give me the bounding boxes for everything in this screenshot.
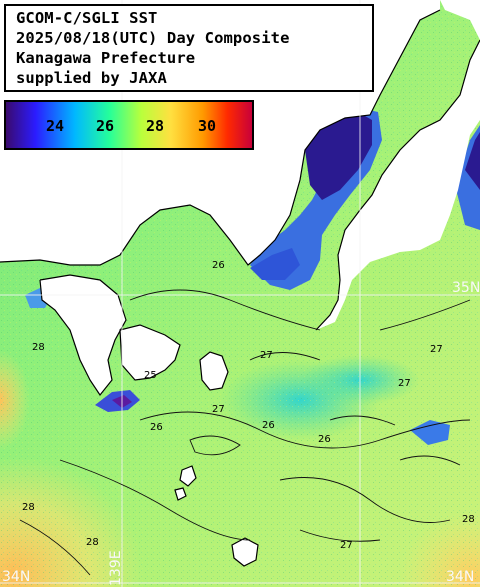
east-cold-patch [410, 420, 450, 445]
coastlines [0, 9, 480, 567]
title-line-4: supplied by JAXA [16, 69, 167, 87]
contour-label-group: 26 27 28 26 28 27 25 27 26 28 27 26 28 2… [22, 260, 475, 551]
colorbar-tick-24: 24 [46, 117, 65, 135]
latitude-label-bottom-right: 34N [446, 569, 474, 585]
contour-label: 26 [318, 434, 331, 445]
colorbar-tick-30: 30 [198, 117, 217, 135]
island-small-1 [180, 466, 196, 486]
colorbar-tick-26: 26 [96, 117, 115, 135]
colorbar-gradient [6, 102, 252, 148]
sagami-coast [120, 325, 180, 380]
latitude-label-bottom-left: 34N [2, 569, 30, 585]
bay-mouth-cold [250, 248, 300, 280]
miura-peninsula [316, 40, 480, 330]
contour-label: 28 [32, 342, 45, 353]
contour-label: 27 [212, 404, 225, 415]
tokyo-bay-deep-cold [305, 112, 372, 200]
title-line-3: Kanagawa Prefecture [16, 49, 196, 67]
contour-label: 27 [398, 378, 411, 389]
contour-label: 28 [22, 502, 35, 513]
latitude-label-right: 35N [452, 280, 480, 296]
contour-label: 26 [212, 260, 225, 271]
boso-peninsula [440, 0, 480, 40]
title-line-2: 2025/08/18(UTC) Day Composite [16, 29, 290, 47]
contour-label: 25 [144, 370, 157, 381]
title-line-1: GCOM-C/SGLI SST [16, 9, 158, 27]
sst-contours [19, 289, 471, 576]
contour-label: 26 [262, 420, 275, 431]
island-south [232, 538, 258, 566]
grid-label-group: 34N 34N 35N 139E [2, 280, 480, 586]
sst-colorbar: 24 26 28 30 [4, 100, 254, 150]
contour-label: 27 [340, 540, 353, 551]
contour-label: 28 [462, 514, 475, 525]
contour-label: 26 [150, 422, 163, 433]
izu-peninsula-west [40, 275, 126, 395]
contour-label: 28 [86, 537, 99, 548]
colorbar-tick-28: 28 [146, 117, 165, 135]
contour-label: 27 [430, 344, 443, 355]
contour-label: 27 [260, 350, 273, 361]
longitude-label-bottom: 139E [108, 550, 124, 586]
northeast-cold-core [465, 132, 480, 190]
title-box: GCOM-C/SGLI SST 2025/08/18(UTC) Day Comp… [4, 4, 374, 92]
island-central [200, 352, 228, 390]
